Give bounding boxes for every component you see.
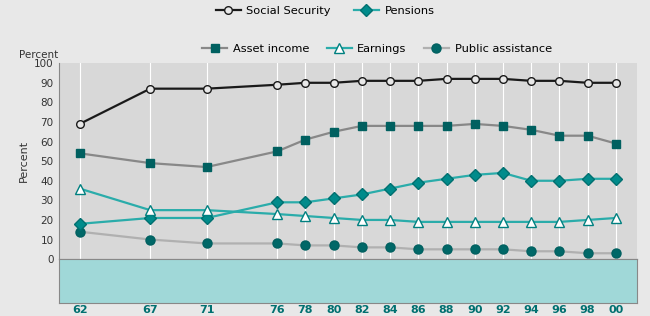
Social Security (386, 79, 394, 83)
Asset income (76, 151, 84, 155)
Public assistance (556, 249, 564, 253)
Public assistance (146, 238, 154, 241)
Pensions (499, 171, 507, 175)
Asset income (203, 165, 211, 169)
Earnings (612, 216, 619, 220)
Social Security (556, 79, 564, 83)
Pensions (302, 200, 309, 204)
Social Security (612, 81, 619, 85)
Asset income (471, 122, 478, 126)
Earnings (203, 208, 211, 212)
Line: Pensions: Pensions (75, 169, 620, 228)
Line: Public assistance: Public assistance (75, 227, 620, 258)
Asset income (499, 124, 507, 128)
Public assistance (471, 247, 478, 251)
Earnings (527, 220, 535, 224)
Asset income (556, 134, 564, 137)
Social Security (499, 77, 507, 81)
Public assistance (358, 246, 366, 249)
Public assistance (527, 249, 535, 253)
Public assistance (584, 251, 592, 255)
Earnings (471, 220, 478, 224)
Public assistance (612, 251, 619, 255)
Earnings (499, 220, 507, 224)
Social Security (273, 83, 281, 87)
Social Security (443, 77, 450, 81)
Social Security (584, 81, 592, 85)
Pensions (584, 177, 592, 181)
Pensions (146, 216, 154, 220)
Earnings (443, 220, 450, 224)
Social Security (76, 122, 84, 126)
Public assistance (443, 247, 450, 251)
Y-axis label: Percent: Percent (18, 140, 29, 182)
Legend: Social Security, Pensions: Social Security, Pensions (216, 6, 434, 16)
Social Security (358, 79, 366, 83)
Line: Earnings: Earnings (75, 184, 620, 226)
Asset income (386, 124, 394, 128)
Earnings (386, 218, 394, 222)
Earnings (302, 214, 309, 218)
Line: Social Security: Social Security (76, 75, 619, 128)
Social Security (330, 81, 337, 85)
Earnings (146, 208, 154, 212)
Pensions (76, 222, 84, 226)
Pensions (273, 200, 281, 204)
Public assistance (330, 244, 337, 247)
Earnings (415, 220, 422, 224)
Asset income (443, 124, 450, 128)
Pensions (612, 177, 619, 181)
Legend: Asset income, Earnings, Public assistance: Asset income, Earnings, Public assistanc… (202, 44, 552, 54)
Line: Asset income: Asset income (76, 120, 619, 171)
Pensions (203, 216, 211, 220)
Public assistance (273, 241, 281, 245)
Pensions (471, 173, 478, 177)
Text: Percent: Percent (20, 50, 58, 60)
Earnings (358, 218, 366, 222)
Asset income (612, 142, 619, 145)
Public assistance (415, 247, 422, 251)
Asset income (330, 130, 337, 134)
Earnings (330, 216, 337, 220)
Social Security (527, 79, 535, 83)
Earnings (584, 218, 592, 222)
Public assistance (76, 230, 84, 234)
Asset income (273, 149, 281, 153)
Earnings (273, 212, 281, 216)
Public assistance (386, 246, 394, 249)
Public assistance (302, 244, 309, 247)
Social Security (302, 81, 309, 85)
Pensions (415, 181, 422, 185)
Asset income (584, 134, 592, 137)
Asset income (146, 161, 154, 165)
Earnings (76, 187, 84, 191)
Social Security (471, 77, 478, 81)
Pensions (358, 192, 366, 196)
Earnings (556, 220, 564, 224)
Pensions (330, 197, 337, 200)
Social Security (415, 79, 422, 83)
Public assistance (499, 247, 507, 251)
Social Security (203, 87, 211, 91)
Pensions (386, 187, 394, 191)
Social Security (146, 87, 154, 91)
Asset income (415, 124, 422, 128)
Asset income (358, 124, 366, 128)
Asset income (527, 128, 535, 132)
Pensions (527, 179, 535, 183)
Pensions (443, 177, 450, 181)
Asset income (302, 138, 309, 142)
Public assistance (203, 241, 211, 245)
Pensions (556, 179, 564, 183)
